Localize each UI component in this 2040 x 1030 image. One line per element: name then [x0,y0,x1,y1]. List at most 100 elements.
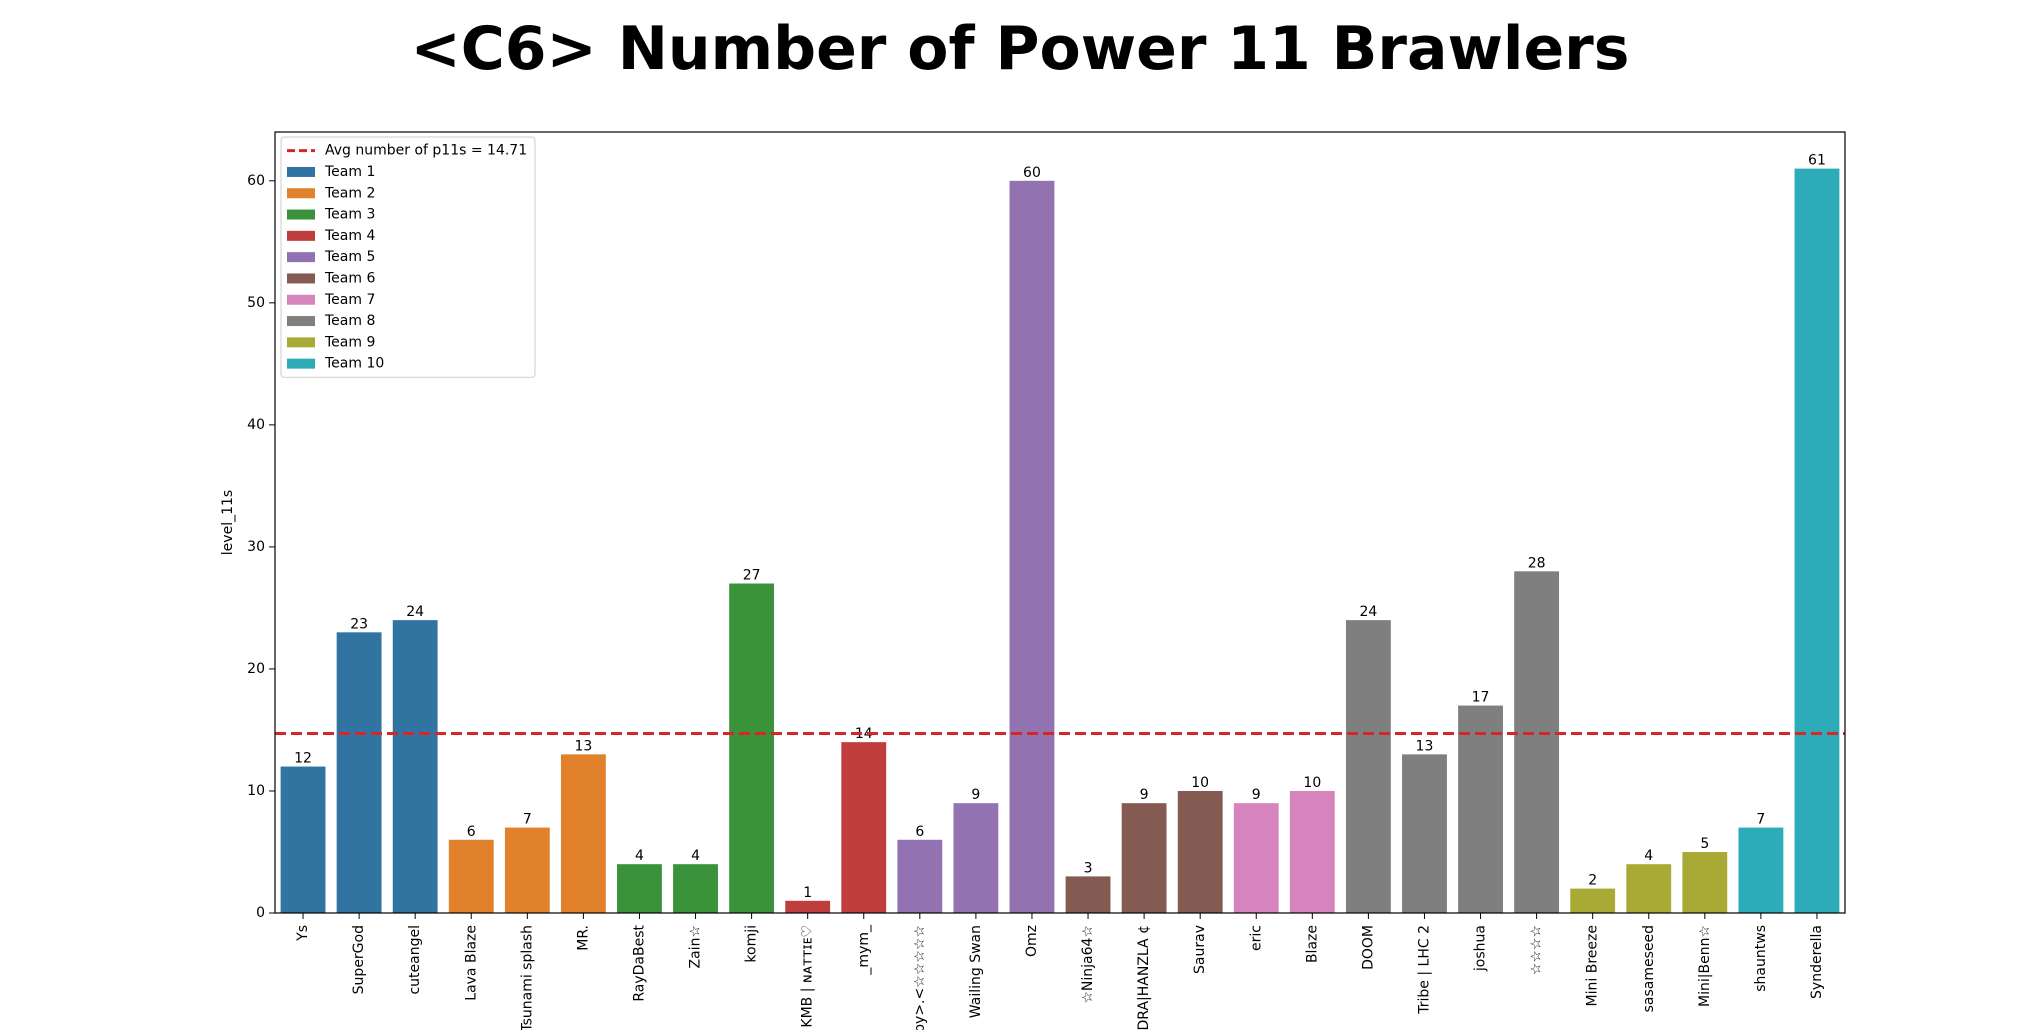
bar-value-label-26: 5 [1700,836,1709,852]
bar-value-label-19: 10 [1303,775,1321,791]
bar-value-label-2: 23 [350,616,368,632]
x-tick-label-19: Blaze [1304,925,1320,963]
bar-13-wailing-swan [953,803,999,913]
legend-label-team-8: Team 8 [324,313,375,329]
x-tick-label-1: Ys [295,925,311,942]
legend-swatch-team-5 [287,252,315,263]
x-tick-label-24: Mini Breeze [1585,925,1601,1006]
x-tick-label-25: sasameseed [1641,925,1657,1012]
y-tick-label-60: 60 [247,173,265,189]
bar-value-label-4: 6 [467,824,476,840]
x-tick-label-2: SuperGod [351,925,367,994]
legend-swatch-team-4 [287,230,315,241]
x-tick-label-17: Saurav [1192,925,1208,974]
bar-value-label-12: 6 [915,824,924,840]
x-tick-label-21: Tribe | LHC 2 [1416,925,1432,1015]
bar-19-blaze [1289,790,1335,913]
bar-21-tribe-lhc-2 [1402,754,1447,913]
bar-27-shauntws [1738,827,1784,913]
bar-24-mini-breeze [1570,888,1616,913]
legend-swatch-team-9 [287,337,315,348]
x-tick-label-3: cuteangel [407,925,423,995]
x-tick-label-9: komji [744,925,760,963]
x-tick-label-13: Wailing Swan [968,925,984,1018]
bar-value-label-15: 3 [1084,860,1093,876]
bar-value-label-21: 13 [1416,738,1434,754]
plot-frame [274,131,1846,914]
chart-title: <C6> Number of Power 11 Brawlers [410,14,1630,84]
bar-value-label-8: 4 [691,848,700,864]
legend-label-team-6: Team 6 [324,270,375,286]
legend-label-team-7: Team 7 [324,292,375,308]
bar-value-label-10: 1 [803,885,812,901]
x-tick-label-28: Synderella [1809,925,1825,999]
bar-value-label-17: 10 [1191,775,1209,791]
x-tick-label-6: MR. [575,925,591,951]
legend-box [280,136,536,378]
x-tick-label-15: ☆Ninja64☆ [1080,925,1096,1004]
y-tick-label-20: 20 [247,661,265,677]
legend-label-team-1: Team 1 [324,164,375,180]
bar-26-mini-benn [1682,851,1728,913]
x-tick-label-16: DRA|HANZLA ¢ [1136,925,1152,1030]
bar-value-label-16: 9 [1140,787,1149,803]
x-tick-label-5: Tsunami splash [519,925,535,1030]
bar-value-label-28: 61 [1808,153,1826,169]
bar-value-label-14: 60 [1023,165,1041,181]
legend-label-team-3: Team 3 [324,207,375,223]
x-tick-label-18: eric [1248,925,1264,951]
x-tick-label-4: Lava Blaze [463,925,479,1001]
bar-value-label-13: 9 [971,787,980,803]
bar-15-ninja64 [1065,876,1111,913]
bar-20-doom [1345,620,1391,913]
bars-group [280,168,1840,913]
x-tick-label-8: Zain☆ [688,925,704,968]
bar-value-label-18: 9 [1252,787,1261,803]
bar-18-eric [1233,803,1279,913]
x-tick-label-12: Floppy>.<☆☆☆☆☆ [912,925,928,1030]
bar-12-floppy [897,839,943,913]
x-tick-label-10: KMB | ɴᴀᴛᴛɪᴇ♡ [800,925,816,1028]
bar-14-omz [1009,180,1055,913]
y-tick-label-40: 40 [247,417,265,433]
bar-value-label-11: 14 [855,726,873,742]
bar-10-kmb [785,900,831,913]
bar-value-label-7: 4 [635,848,644,864]
bar-value-label-3: 24 [406,604,424,620]
bar-28-synderella [1794,168,1840,913]
bar-value-label-25: 4 [1644,848,1653,864]
bar-value-label-27: 7 [1756,812,1765,828]
y-axis-label: level_11s [220,490,236,555]
y-tick-label-10: 10 [247,783,265,799]
bar-value-label-5: 7 [523,812,532,828]
bar-4-lava-blaze [448,839,494,913]
legend-label-team-4: Team 4 [324,228,375,244]
x-tick-label-26: Mini|Benn☆ [1697,925,1713,1007]
x-tick-label-14: Omz [1024,925,1040,957]
bar-6-mr [560,754,606,913]
bar-25-sasameseed [1626,864,1672,913]
x-tick-label-23: ☆☆☆☆ [1529,925,1545,975]
bar-8-zain [673,864,718,913]
bar-value-label-1: 12 [294,751,312,767]
legend-swatch-team-6 [287,273,315,284]
bar-value-label-22: 17 [1472,690,1490,706]
x-tick-label-20: DOOM [1360,925,1376,970]
bar-value-label-23: 28 [1528,555,1546,571]
bar-9-komji [729,583,775,913]
legend-swatch-team-3 [287,209,315,220]
x-tick-label-27: shauntws [1753,925,1769,992]
y-tick-label-50: 50 [247,295,265,311]
bar-11-mym [841,742,887,913]
bar-value-label-20: 24 [1359,604,1377,620]
legend-swatch-team-7 [287,294,315,305]
bar-22-joshua [1458,705,1503,913]
x-tick-label-11: _mym_ [856,924,872,976]
bar-5-tsunami-splash [504,827,550,913]
bar-value-label-9: 27 [743,568,761,584]
legend-label-team-5: Team 5 [324,249,375,265]
legend-label-team-2: Team 2 [324,185,375,201]
x-tick-label-22: joshua [1473,925,1489,972]
legend-swatch-team-8 [287,316,315,327]
